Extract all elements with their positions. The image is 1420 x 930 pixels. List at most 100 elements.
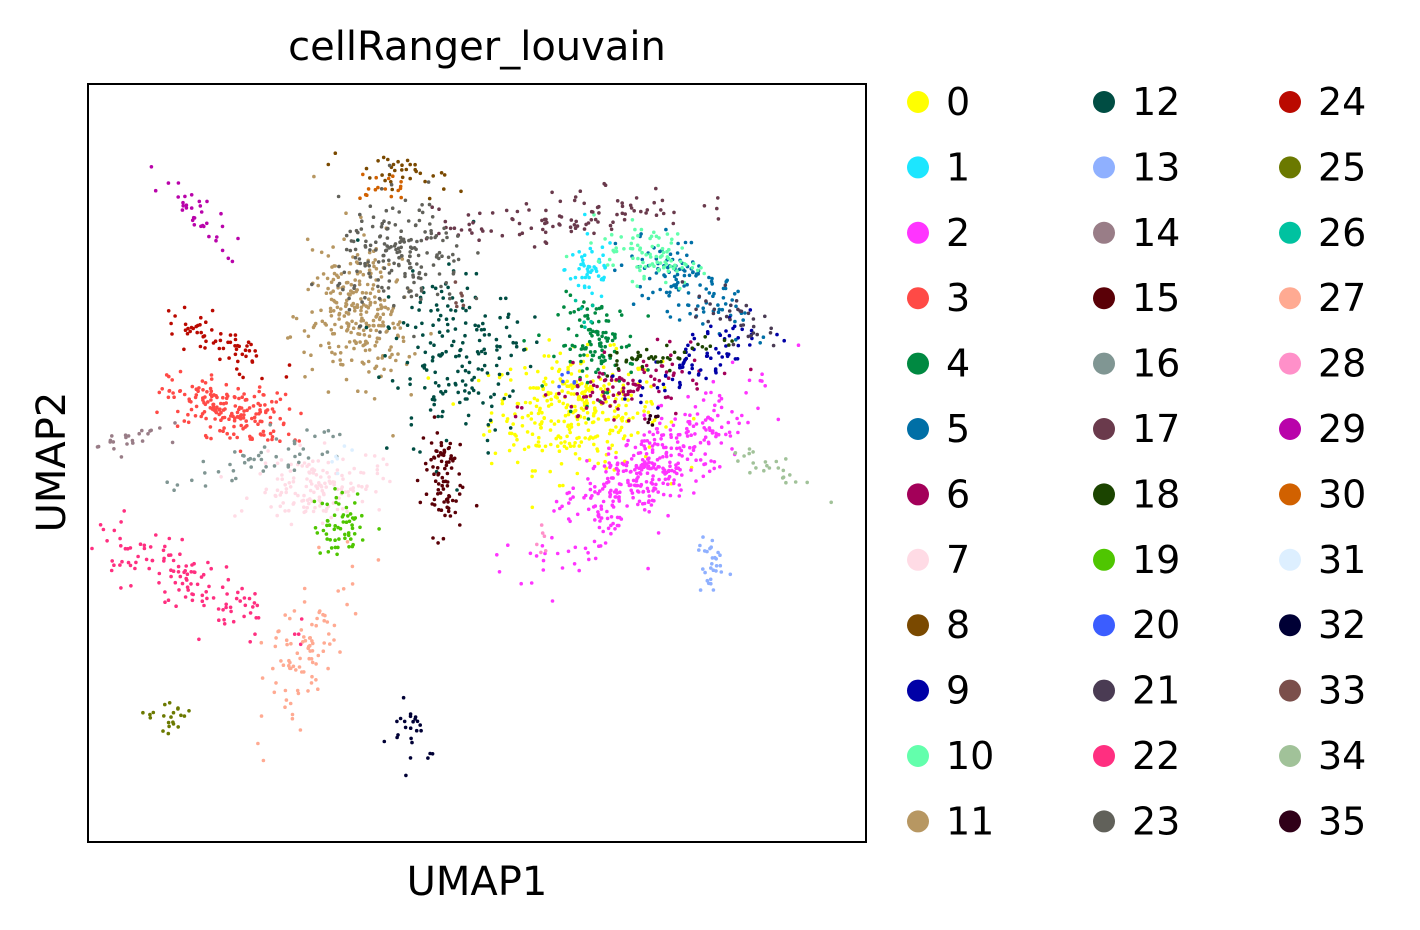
point-cluster-19	[321, 528, 326, 533]
point-cluster-32	[401, 695, 406, 700]
point-cluster-12	[418, 300, 423, 305]
point-cluster-16	[305, 428, 309, 432]
point-cluster-2	[552, 509, 556, 513]
point-cluster-0	[636, 366, 640, 371]
point-cluster-3	[264, 409, 268, 413]
point-cluster-17	[615, 212, 619, 217]
legend-item-24: 24	[1279, 80, 1366, 124]
point-cluster-5	[676, 241, 680, 246]
point-cluster-11	[352, 305, 357, 310]
point-cluster-3	[171, 391, 175, 395]
legend-label-2: 2	[946, 211, 970, 255]
point-cluster-0	[554, 436, 558, 441]
point-cluster-0	[559, 462, 564, 466]
point-cluster-11	[352, 346, 356, 351]
point-cluster-7	[278, 493, 283, 497]
point-cluster-23	[363, 295, 367, 300]
point-cluster-3	[200, 379, 205, 383]
point-cluster-0	[573, 441, 577, 445]
point-cluster-11	[365, 282, 370, 287]
point-cluster-16	[331, 434, 335, 439]
point-cluster-0	[601, 365, 606, 370]
point-cluster-30	[396, 188, 401, 193]
point-cluster-23	[368, 248, 372, 252]
point-cluster-24	[219, 332, 223, 336]
point-cluster-10	[675, 269, 679, 273]
point-cluster-12	[386, 325, 391, 329]
point-cluster-2	[660, 443, 665, 447]
point-cluster-17	[544, 217, 548, 222]
point-cluster-21	[711, 311, 716, 316]
point-cluster-0	[512, 443, 516, 447]
point-cluster-5	[685, 282, 689, 287]
point-cluster-11	[291, 315, 295, 319]
point-cluster-0	[565, 403, 570, 407]
legend-marker-15	[1093, 287, 1115, 310]
point-cluster-22	[119, 586, 123, 590]
point-cluster-15	[436, 488, 441, 492]
point-cluster-7	[375, 471, 380, 476]
point-cluster-17	[620, 201, 624, 205]
point-cluster-6	[680, 369, 684, 374]
point-cluster-7	[340, 485, 345, 489]
point-cluster-17	[593, 217, 598, 222]
point-cluster-2	[598, 489, 602, 493]
point-cluster-1	[580, 275, 584, 280]
point-cluster-23	[376, 278, 381, 282]
point-cluster-3	[238, 417, 243, 421]
point-cluster-23	[383, 248, 388, 253]
point-cluster-24	[196, 323, 200, 328]
point-cluster-18	[703, 335, 707, 339]
point-cluster-0	[536, 411, 541, 416]
point-cluster-10	[639, 227, 644, 232]
point-cluster-15	[445, 484, 450, 488]
point-cluster-15	[429, 457, 433, 462]
point-cluster-12	[467, 305, 472, 310]
point-cluster-4	[590, 353, 595, 358]
point-cluster-2	[575, 512, 580, 517]
point-cluster-2	[712, 460, 717, 464]
point-cluster-2	[664, 450, 669, 455]
point-cluster-2	[703, 435, 708, 440]
legend-item-12: 12	[1093, 80, 1180, 124]
point-cluster-23	[412, 334, 416, 339]
point-cluster-22	[98, 523, 103, 527]
point-cluster-2	[627, 483, 632, 488]
point-cluster-2	[693, 432, 697, 436]
point-cluster-12	[435, 308, 440, 312]
point-cluster-16	[322, 430, 327, 434]
point-cluster-27	[310, 660, 315, 665]
point-cluster-11	[347, 340, 352, 344]
point-cluster-27	[350, 582, 355, 586]
point-cluster-22	[133, 566, 137, 571]
point-cluster-29	[207, 234, 211, 239]
point-cluster-27	[284, 638, 289, 642]
point-cluster-27	[317, 545, 321, 550]
point-cluster-18	[656, 360, 660, 364]
point-cluster-16	[262, 445, 267, 449]
point-cluster-0	[526, 413, 530, 418]
point-cluster-7	[375, 468, 380, 472]
point-cluster-2	[560, 504, 564, 509]
cluster-4-points	[522, 289, 650, 421]
point-cluster-7	[321, 491, 326, 496]
point-cluster-17	[652, 200, 656, 205]
point-cluster-5	[704, 287, 708, 291]
point-cluster-7	[340, 473, 344, 478]
point-cluster-12	[535, 340, 539, 345]
point-cluster-11	[367, 370, 371, 374]
point-cluster-2	[647, 441, 652, 445]
point-cluster-22	[189, 582, 193, 586]
point-cluster-7	[325, 470, 329, 475]
point-cluster-9	[718, 333, 723, 338]
point-cluster-23	[387, 258, 391, 263]
point-cluster-4	[582, 300, 586, 304]
point-cluster-5	[686, 291, 691, 295]
point-cluster-22	[118, 563, 122, 567]
point-cluster-23	[389, 268, 394, 273]
point-cluster-2	[760, 372, 764, 377]
point-cluster-9	[736, 343, 741, 348]
point-cluster-24	[240, 352, 245, 357]
point-cluster-11	[368, 301, 373, 305]
point-cluster-0	[576, 422, 581, 427]
